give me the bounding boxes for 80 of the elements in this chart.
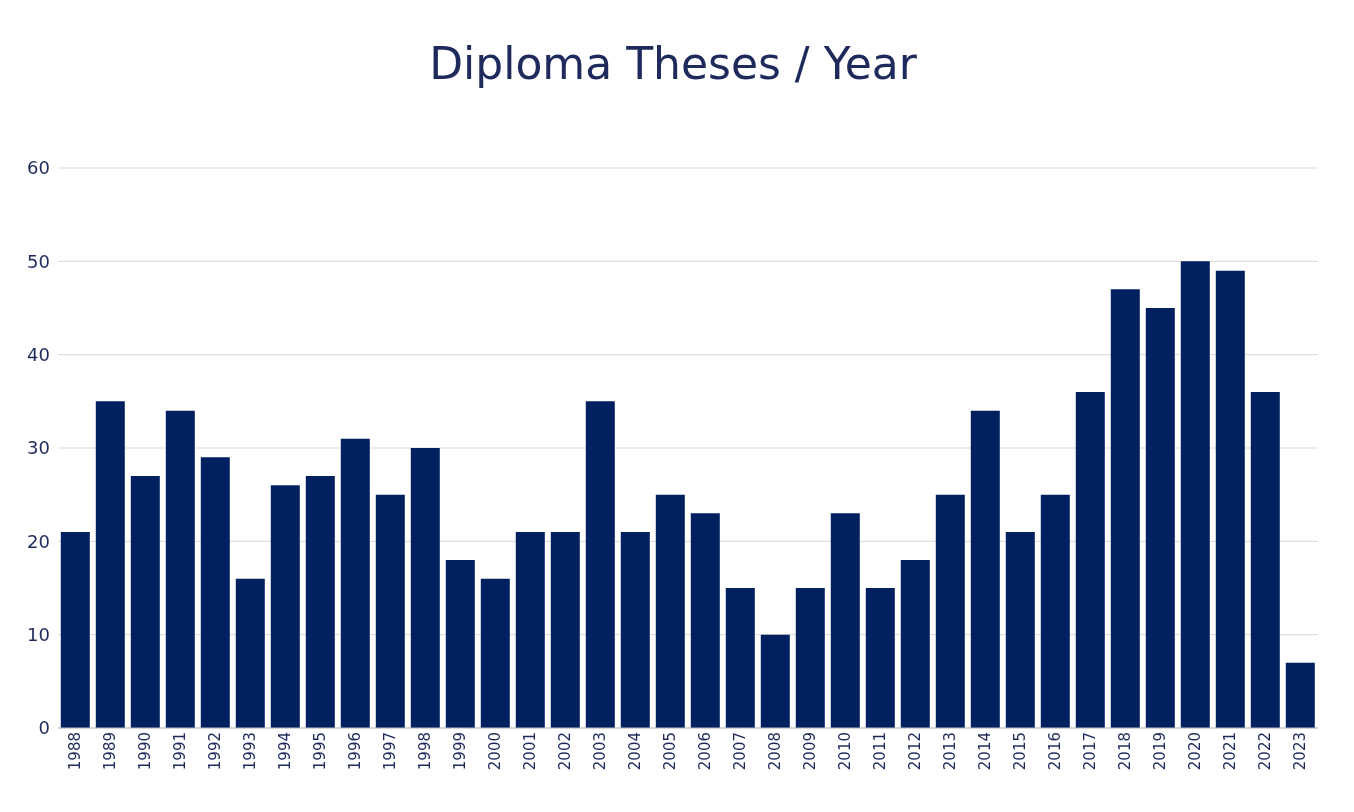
- bar: [60, 532, 90, 728]
- x-tick-label: 2020: [1186, 732, 1205, 771]
- x-tick-label: 1996: [346, 732, 365, 771]
- bar: [200, 457, 230, 728]
- y-tick-label: 30: [27, 437, 50, 459]
- bar: [795, 588, 825, 728]
- chart-title: Diploma Theses / Year: [428, 37, 918, 91]
- bar: [760, 634, 790, 728]
- x-tick-label: 2006: [696, 732, 715, 771]
- x-tick-label: 2007: [731, 732, 750, 771]
- bar: [130, 476, 160, 728]
- bar: [830, 513, 860, 728]
- y-tick-label: 40: [27, 344, 50, 366]
- y-tick-label: 20: [27, 530, 50, 552]
- x-tick-label: 2012: [906, 732, 925, 771]
- bar: [305, 476, 335, 728]
- bar: [1250, 392, 1280, 728]
- bar: [900, 560, 930, 728]
- x-tick-label: 2014: [976, 732, 995, 771]
- y-tick-label: 50: [27, 250, 50, 272]
- x-tick-label: 1994: [276, 732, 295, 771]
- bar: [95, 401, 125, 728]
- x-tick-label: 1997: [381, 732, 400, 771]
- bar: [340, 438, 370, 728]
- y-tick-label: 60: [27, 157, 50, 179]
- bar: [165, 410, 195, 728]
- bar: [270, 485, 300, 728]
- x-tick-label: 2001: [521, 732, 540, 771]
- bar: [655, 494, 685, 728]
- x-tick-label: 2015: [1011, 732, 1030, 771]
- bar: [1110, 289, 1140, 728]
- x-tick-label: 2021: [1221, 732, 1240, 771]
- x-tick-label: 1999: [451, 732, 470, 771]
- x-tick-label: 1998: [416, 732, 435, 771]
- bar: [550, 532, 580, 728]
- y-tick-label: 0: [38, 717, 50, 739]
- bar: [1040, 494, 1070, 728]
- bar: [445, 560, 475, 728]
- x-tick-label: 2018: [1116, 732, 1135, 771]
- x-tick-label: 1990: [136, 732, 155, 771]
- x-tick-label: 2005: [661, 732, 680, 771]
- bar: [1075, 392, 1105, 728]
- x-tick-label: 2011: [871, 732, 890, 771]
- x-tick-label: 1992: [206, 732, 225, 771]
- bar: [375, 494, 405, 728]
- bar: [690, 513, 720, 728]
- bar: [1005, 532, 1035, 728]
- x-tick-label: 2010: [836, 732, 855, 771]
- bar: [1285, 662, 1315, 728]
- x-tick-label: 2017: [1081, 732, 1100, 771]
- bar: [410, 448, 440, 728]
- x-tick-label: 2009: [801, 732, 820, 771]
- x-tick-label: 1993: [241, 732, 260, 771]
- bar: [515, 532, 545, 728]
- bar: [585, 401, 615, 728]
- x-tick-label: 2019: [1151, 732, 1170, 771]
- x-tick-label: 2000: [486, 732, 505, 771]
- bar: [620, 532, 650, 728]
- x-tick-label: 1995: [311, 732, 330, 771]
- bar: [865, 588, 895, 728]
- bar: [725, 588, 755, 728]
- x-tick-label: 1988: [66, 732, 85, 771]
- x-tick-label: 2022: [1256, 732, 1275, 771]
- bar: [1180, 261, 1210, 728]
- bar: [970, 410, 1000, 728]
- bar: [235, 578, 265, 728]
- x-tick-label: 2023: [1291, 732, 1310, 771]
- x-tick-label: 2016: [1046, 732, 1065, 771]
- bar: [1215, 270, 1245, 728]
- x-tick-label: 1991: [171, 732, 190, 771]
- x-tick-label: 2003: [591, 732, 610, 771]
- bar: [935, 494, 965, 728]
- bar: [1145, 308, 1175, 728]
- x-tick-label: 2004: [626, 732, 645, 771]
- y-tick-label: 10: [27, 624, 50, 646]
- x-tick-label: 2008: [766, 732, 785, 771]
- x-tick-label: 2013: [941, 732, 960, 771]
- x-tick-label: 1989: [101, 732, 120, 771]
- x-tick-label: 2002: [556, 732, 575, 771]
- bar: [480, 578, 510, 728]
